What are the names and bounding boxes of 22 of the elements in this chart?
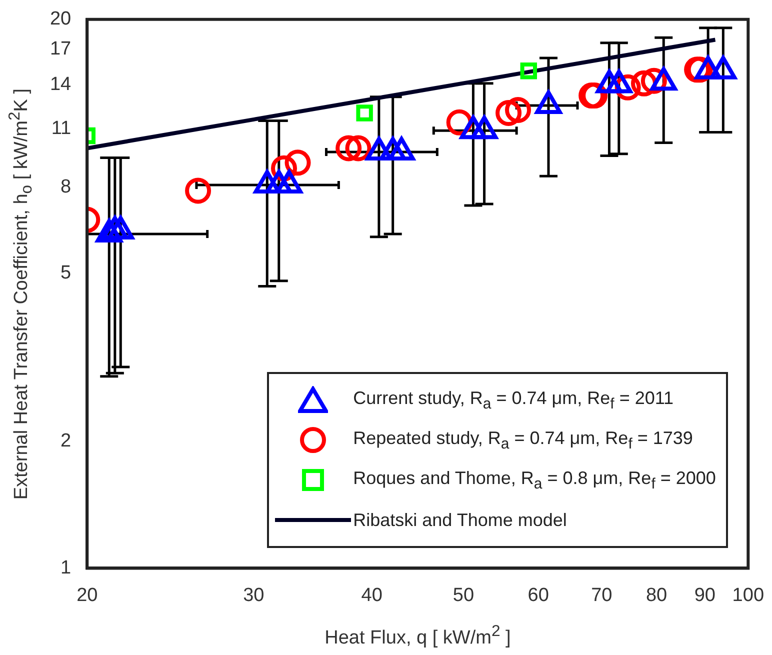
x-tick-label: 100 [732,584,764,606]
y-tick-label: 11 [51,118,72,140]
legend-label: Repeated study, R$_{a}$ = 0.74 μm, Re$_{f}$ = 1739 [353,428,693,452]
x-tick-label: 80 [646,584,668,606]
x-tick-label: 30 [243,584,264,606]
x-tick-label: 90 [694,584,716,606]
x-axis-title: Heat Flux, q [ kW/m$^{2}$ ] [324,623,511,650]
x-tick-label: 50 [452,584,474,606]
y-tick-label: 20 [50,8,72,30]
y-tick-label: 14 [50,74,72,95]
y-tick-label: 1 [60,557,72,578]
legend-label: Current study, R$_{a}$ = 0.74 μm, Re$_{f}$ = 2011 [353,388,674,412]
legend-label: Roques and Thome, R$_{a}$ = 0.8 μm, Re$_{f}$ = 2000 [353,468,716,492]
y-tick-label: 8 [60,176,72,198]
x-tick-label: 70 [591,584,612,606]
x-tick-label: 40 [361,584,382,606]
x-tick-label: 60 [528,584,549,606]
y-tick-label: 2 [60,430,72,452]
y-tick-label: 5 [60,262,72,284]
y-tick-label: 17 [50,38,72,60]
legend-label: Ribatski and Thome model [353,510,567,531]
x-tick-label: 20 [76,584,98,606]
